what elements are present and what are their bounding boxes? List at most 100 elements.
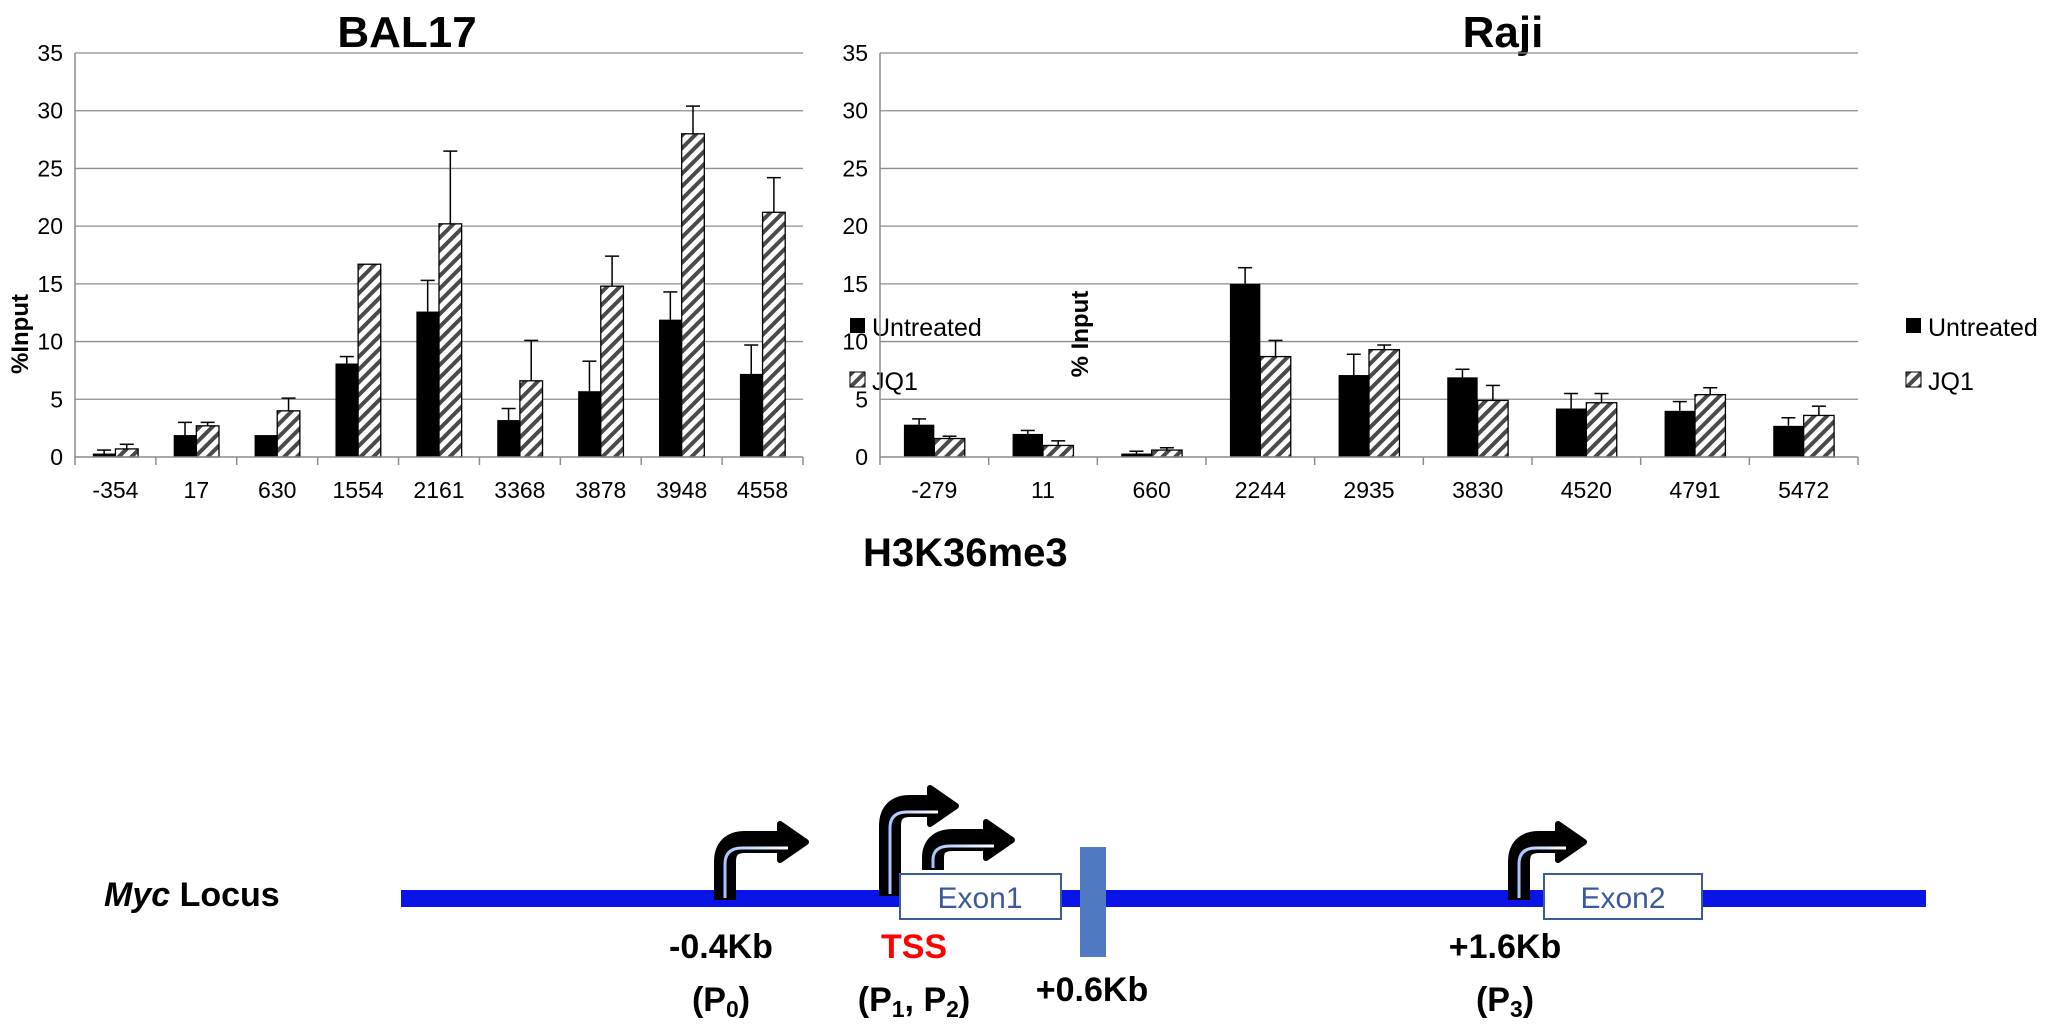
bal17-chart-title: BAL17 — [337, 8, 476, 57]
raji-bar-jq1 — [1151, 449, 1183, 458]
raji-x-tick-label: 11 — [1031, 477, 1055, 503]
bal17-y-tick-label: 25 — [37, 155, 63, 181]
raji-bar-jq1 — [933, 437, 966, 458]
bal17-bars — [92, 105, 786, 458]
plus-0-6kb-marker — [1080, 847, 1106, 957]
bal17-chart: BAL17 0 5 10 15 20 25 30 35 -354 17 630 1554 2161 336… — [7, 8, 982, 503]
bal17-x-tick-label: 3368 — [494, 477, 545, 503]
raji-legend-jq1-label: JQ1 — [1928, 368, 1974, 396]
bal17-legend-untreated-label: Untreated — [872, 314, 982, 342]
raji-x-tick-label: 2244 — [1235, 477, 1286, 503]
raji-bar-jq1 — [1259, 355, 1292, 458]
raji-bar-untreated — [1447, 377, 1478, 457]
raji-bar-jq1 — [1803, 414, 1835, 458]
raji-y-tick-label: 0 — [855, 444, 868, 470]
raji-axes: 0 5 10 15 20 25 30 35 -279 11 660 2244 2935 3830 4520 4… — [842, 40, 1859, 503]
bal17-bar-jq1 — [357, 263, 382, 458]
raji-chart-title: Raji — [1463, 8, 1544, 57]
p0-position-label: -0.4Kb — [669, 928, 773, 966]
p2-promoter-arrow-icon — [922, 819, 1015, 870]
myc-gene-name: Myc — [104, 876, 170, 914]
bal17-y-tick-label: 35 — [37, 40, 63, 66]
raji-x-tick-label: 3830 — [1452, 477, 1503, 503]
p0-promoter-arrow-icon — [714, 821, 809, 900]
p3-position-label: +1.6Kb — [1449, 928, 1561, 966]
raji-bar-jq1 — [1585, 402, 1618, 458]
bal17-legend-jq1-swatch — [849, 371, 866, 388]
bal17-bar-jq1 — [276, 410, 301, 458]
bal17-legend: Untreated JQ1 — [849, 314, 982, 396]
p3-promoter-label: (P3) — [1476, 981, 1534, 1022]
bal17-x-tick-label: -354 — [92, 477, 138, 503]
raji-y-tick-label: 25 — [842, 155, 868, 181]
bal17-y-tick-label: 30 — [37, 98, 63, 124]
raji-y-tick-label: 30 — [842, 98, 868, 124]
exon1-box — [899, 873, 1062, 920]
bal17-bar-jq1 — [114, 448, 139, 458]
raji-bar-untreated — [1555, 408, 1587, 457]
raji-gridlines — [880, 52, 1858, 400]
raji-x-tick-label: 2935 — [1343, 477, 1394, 503]
p3-promoter-arrow-icon — [1508, 821, 1587, 900]
bal17-bar-jq1 — [519, 380, 544, 458]
bal17-x-tick-label: 1554 — [333, 477, 384, 503]
raji-legend: Untreated JQ1 — [1905, 314, 2038, 396]
raji-bar-jq1 — [1694, 394, 1727, 458]
raji-bars — [903, 266, 1835, 458]
raji-bar-untreated — [1664, 410, 1695, 457]
raji-x-tick-label: 4520 — [1561, 477, 1612, 503]
myc-locus-title: Myc Locus — [104, 876, 280, 914]
raji-legend-untreated-swatch — [1906, 318, 1921, 333]
bal17-y-axis-label: %Input — [7, 294, 34, 374]
bal17-y-tick-label: 15 — [37, 271, 63, 297]
exon2-box — [1543, 873, 1703, 920]
bal17-axes: 0 5 10 15 20 25 30 35 -354 17 630 1554 2161 3368 3878 3… — [37, 40, 804, 503]
raji-bar-untreated — [1229, 283, 1261, 457]
raji-y-tick-label: 5 — [855, 386, 868, 412]
bal17-legend-jq1-label: JQ1 — [872, 368, 918, 396]
histone-mark-label: H3K36me3 — [863, 531, 1068, 575]
raji-legend-untreated-label: Untreated — [1928, 314, 2038, 342]
bal17-bar-jq1 — [600, 285, 625, 458]
bal17-y-tick-label: 10 — [37, 329, 63, 355]
raji-bar-untreated — [1121, 453, 1152, 457]
raji-y-tick-label: 15 — [842, 271, 868, 297]
p1-promoter-arrow-icon — [879, 785, 959, 896]
bal17-bar-untreated — [739, 373, 763, 457]
bal17-bar-untreated — [416, 311, 439, 457]
tss-label: TSS — [881, 928, 947, 966]
raji-y-tick-label: 35 — [842, 40, 868, 66]
bal17-bar-jq1 — [438, 223, 463, 458]
bal17-x-tick-label: 3948 — [656, 477, 707, 503]
exon1-label: Exon1 — [937, 882, 1022, 915]
bal17-y-tick-label: 20 — [37, 213, 63, 239]
bal17-x-tick-label: 630 — [258, 477, 296, 503]
p1-p2-promoter-label: (P1, P2) — [858, 981, 971, 1022]
raji-bar-untreated — [1773, 425, 1804, 457]
bal17-bar-untreated — [578, 391, 601, 457]
bal17-bar-untreated — [497, 420, 520, 457]
raji-bar-untreated — [1012, 433, 1043, 457]
raji-bar-untreated — [903, 424, 935, 457]
bal17-bar-untreated — [92, 453, 116, 457]
raji-x-tick-label: 4791 — [1669, 477, 1720, 503]
bal17-y-tick-label: 5 — [50, 386, 63, 412]
bal17-x-tick-label: 2161 — [413, 477, 464, 503]
raji-y-tick-label: 10 — [842, 329, 868, 355]
plus-0-6kb-label: +0.6Kb — [1036, 971, 1148, 1009]
p0-promoter-label: (P0) — [692, 981, 750, 1022]
raji-bar-jq1 — [1368, 349, 1401, 458]
bal17-x-tick-label: 17 — [184, 477, 210, 503]
raji-x-tick-label: 660 — [1132, 477, 1170, 503]
raji-y-axis-label: % Input — [1067, 291, 1094, 378]
bal17-bar-jq1 — [681, 133, 705, 458]
raji-legend-jq1-swatch — [1905, 371, 1922, 388]
bal17-bar-untreated — [173, 435, 197, 457]
bal17-y-tick-label: 0 — [50, 444, 63, 470]
bal17-legend-untreated-swatch — [850, 318, 865, 333]
raji-x-tick-label: -279 — [911, 477, 957, 503]
raji-bar-jq1 — [1042, 444, 1075, 458]
raji-bar-untreated — [1338, 375, 1369, 457]
bal17-x-tick-label: 3878 — [575, 477, 626, 503]
